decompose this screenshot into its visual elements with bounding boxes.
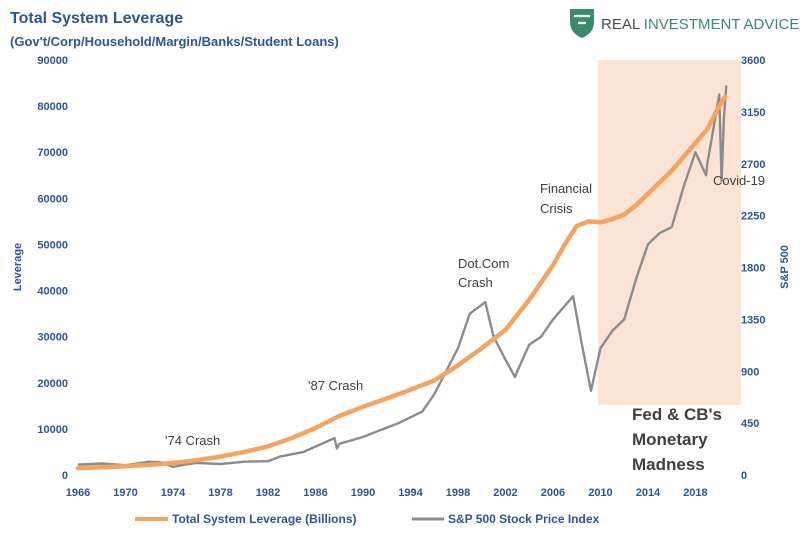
y-tick-label-left: 90000 bbox=[37, 55, 68, 67]
y-tick-label-left: 30000 bbox=[37, 332, 68, 344]
x-tick-label: 1990 bbox=[351, 487, 375, 499]
x-tick-label: 2010 bbox=[588, 487, 612, 499]
annotation-financial-line1: Financial bbox=[540, 181, 592, 196]
x-tick-label: 2014 bbox=[636, 487, 661, 499]
annotation-74-crash: '74 Crash bbox=[165, 433, 220, 448]
y-axis-ticks-right: 0 450 900 1350 1800 2250 2700 3150 3600 bbox=[741, 55, 765, 482]
x-tick-label: 2002 bbox=[493, 487, 517, 499]
brand-logo: REAL INVESTMENT ADVICE bbox=[570, 9, 799, 38]
series-line-leverage bbox=[75, 94, 728, 471]
bull-shield-icon bbox=[570, 9, 594, 38]
x-tick-label: 1998 bbox=[446, 487, 470, 499]
chart-title: Total System Leverage bbox=[10, 10, 183, 27]
x-tick-label: 1982 bbox=[256, 487, 280, 499]
y-tick-label-left: 40000 bbox=[37, 286, 68, 298]
y-tick-label-right: 3150 bbox=[741, 107, 765, 119]
legend-label-sp500: S&P 500 Stock Price Index bbox=[448, 512, 600, 526]
y-tick-label-right: 900 bbox=[741, 366, 759, 378]
x-tick-label: 1970 bbox=[113, 487, 137, 499]
x-tick-label: 1994 bbox=[398, 487, 423, 499]
y-tick-label-right: 3600 bbox=[741, 55, 765, 67]
y-tick-label-right: 1350 bbox=[741, 314, 765, 326]
svg-text:REAL INVESTMENT ADVICE: REAL INVESTMENT ADVICE bbox=[601, 16, 799, 33]
y-axis-label-right: S&P 500 bbox=[779, 245, 791, 289]
chart-subtitle: (Gov't/Corp/Household/Margin/Banks/Stude… bbox=[10, 34, 339, 49]
callout-line-2: Monetary bbox=[632, 430, 708, 449]
y-tick-label-left: 60000 bbox=[37, 193, 68, 205]
y-tick-label-left: 0 bbox=[62, 470, 68, 482]
annotation-87-crash: '87 Crash bbox=[308, 378, 363, 393]
y-tick-label-left: 50000 bbox=[37, 239, 68, 251]
y-tick-label-right: 0 bbox=[741, 470, 747, 482]
y-tick-label-left: 70000 bbox=[37, 147, 68, 159]
y-axis-label-left: Leverage bbox=[12, 243, 24, 291]
brand-name-part2: INVESTMENT ADVICE bbox=[644, 16, 800, 33]
y-axis-ticks-left: 0 10000 20000 30000 40000 50000 60000 70000 8000… bbox=[37, 55, 68, 482]
y-tick-label-left: 10000 bbox=[37, 424, 68, 436]
x-tick-label: 2006 bbox=[541, 487, 565, 499]
y-tick-label-left: 80000 bbox=[37, 101, 68, 113]
x-tick-label: 2018 bbox=[683, 487, 707, 499]
y-tick-label-right: 2700 bbox=[741, 159, 765, 171]
x-axis-ticks: 1966 1970 1974 1978 1982 1986 1990 1994 1998 2002… bbox=[66, 487, 708, 499]
x-tick-label: 1986 bbox=[303, 487, 327, 499]
annotation-dotcom-line1: Dot.Com bbox=[458, 256, 509, 271]
brand-name-part1: REAL bbox=[601, 16, 644, 33]
callout-line-1: Fed & CB's bbox=[632, 405, 722, 424]
x-tick-label: 1966 bbox=[66, 487, 90, 499]
callout-line-3: Madness bbox=[632, 455, 705, 474]
y-tick-label-right: 2250 bbox=[741, 211, 765, 223]
y-tick-label-right: 1800 bbox=[741, 263, 765, 275]
legend-label-leverage: Total System Leverage (Billions) bbox=[172, 512, 357, 526]
annotation-financial-line2: Crisis bbox=[540, 201, 573, 216]
x-tick-label: 1978 bbox=[208, 487, 232, 499]
y-tick-label-right: 450 bbox=[741, 418, 759, 430]
x-tick-label: 1974 bbox=[161, 487, 186, 499]
shaded-region bbox=[598, 60, 741, 405]
annotation-covid: Covid-19 bbox=[713, 173, 765, 188]
legend: Total System Leverage (Billions) S&P 500… bbox=[135, 512, 600, 526]
y-tick-label-left: 20000 bbox=[37, 378, 68, 390]
annotation-dotcom-line2: Crash bbox=[458, 275, 493, 290]
